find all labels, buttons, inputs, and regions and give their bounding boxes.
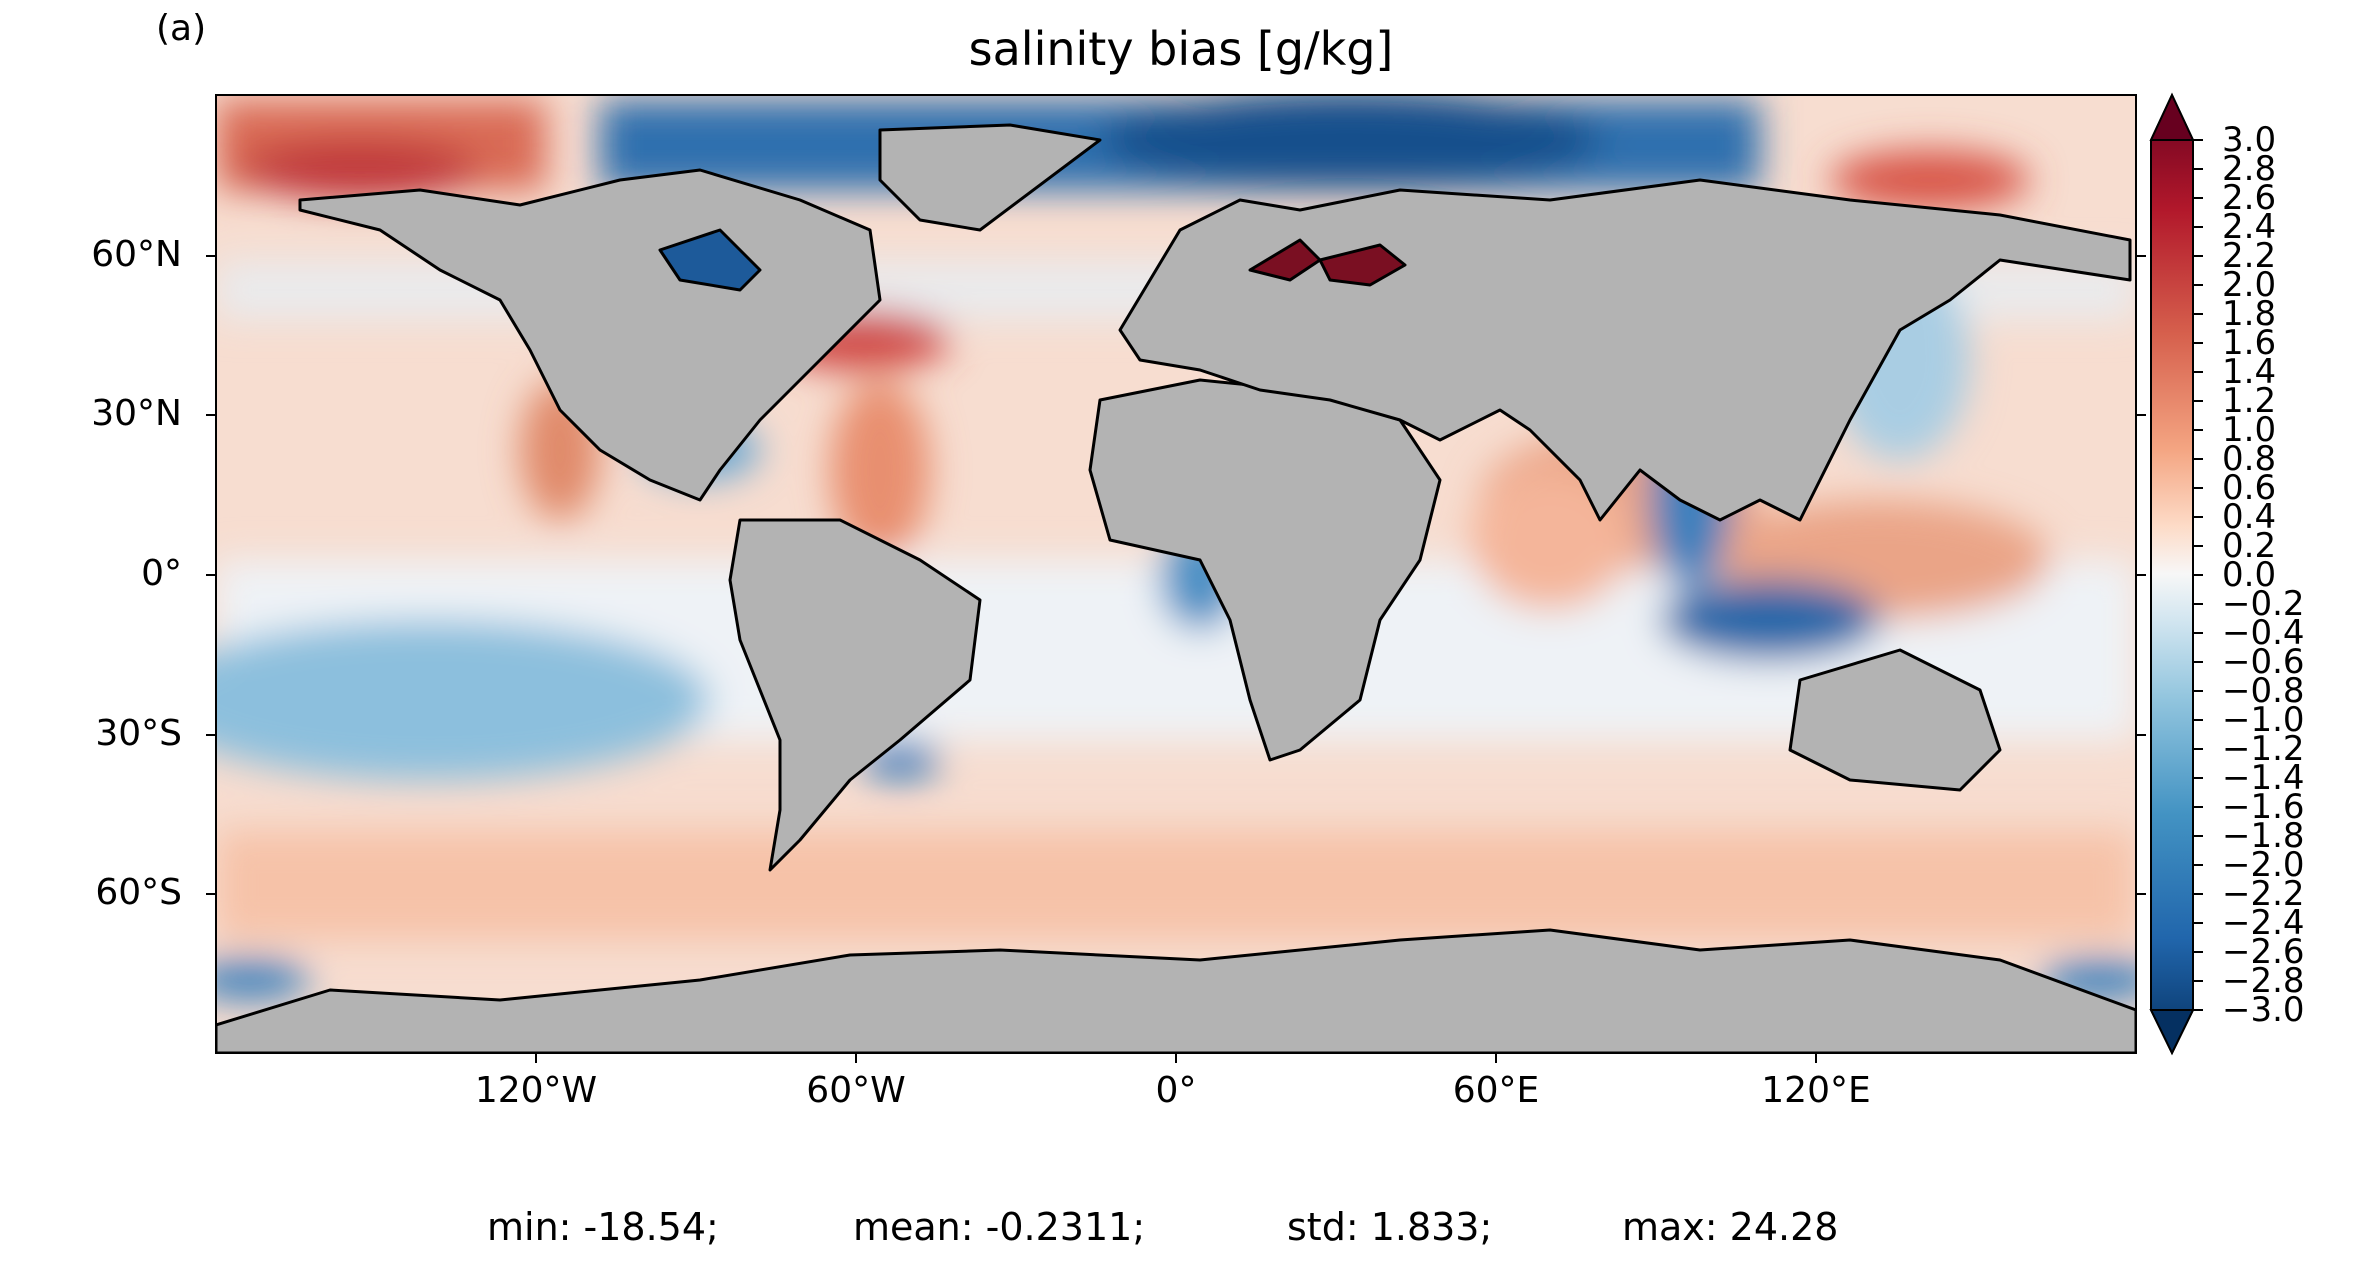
- colorbar-tick-label: 1.4: [2222, 352, 2277, 392]
- colorbar: [2149, 92, 2203, 1056]
- colorbar-tick-label: −2.6: [2222, 932, 2305, 972]
- x-tick-label: 120°E: [1761, 1070, 1871, 1111]
- x-tick-label: 120°W: [474, 1070, 598, 1111]
- y-tick-label: 60°N: [91, 234, 182, 275]
- colorbar-tick-label: 3.0: [2222, 120, 2277, 160]
- colorbar-tick-label: 0.6: [2222, 468, 2277, 508]
- y-tick-label: 30°S: [95, 713, 182, 754]
- colorbar-tick-label: −1.8: [2222, 816, 2305, 856]
- y-tick-marks: [206, 255, 2146, 895]
- colorbar-tick-label: 2.0: [2222, 265, 2277, 305]
- y-tick-label: 60°S: [95, 872, 182, 913]
- colorbar-tick-label: −0.8: [2222, 671, 2305, 711]
- colorbar-tick-label: −2.0: [2222, 845, 2305, 885]
- y-tick-label: 30°N: [91, 393, 182, 434]
- colorbar-tick-label: −0.4: [2222, 613, 2305, 653]
- map-title: salinity bias [g/kg]: [968, 22, 1394, 76]
- colorbar-tick-label: 1.8: [2222, 294, 2277, 334]
- colorbar-tick-label: −1.2: [2222, 729, 2305, 769]
- colorbar-tick-label: 1.6: [2222, 323, 2277, 363]
- colorbar-tick-label: 2.8: [2222, 149, 2277, 189]
- panel-label: (a): [156, 8, 207, 49]
- colorbar-tick-label: 0.4: [2222, 497, 2277, 537]
- colorbar-tick-label: 0.8: [2222, 439, 2277, 479]
- colorbar-tick-label: 0.2: [2222, 526, 2277, 566]
- colorbar-tick-label: 2.6: [2222, 178, 2277, 218]
- x-tick-marks: [535, 1053, 1817, 1063]
- colorbar-tick-label: 2.2: [2222, 236, 2277, 276]
- colorbar-tick-label: −0.6: [2222, 642, 2305, 682]
- stat-max: max: 24.28: [1622, 1205, 1839, 1249]
- x-tick-label: 60°E: [1452, 1070, 1540, 1111]
- x-tick-label: 60°W: [806, 1070, 906, 1111]
- stat-min: min: -18.54;: [487, 1205, 719, 1249]
- ocean-field: [216, 95, 2136, 1053]
- colorbar-tick-label: −2.4: [2222, 903, 2305, 943]
- colorbar-tick-label: 1.0: [2222, 410, 2277, 450]
- y-tick-label: 0°: [141, 553, 182, 594]
- colorbar-tick-label: 1.2: [2222, 381, 2277, 421]
- stat-mean: mean: -0.2311;: [853, 1205, 1146, 1249]
- colorbar-tick-label: −2.8: [2222, 961, 2305, 1001]
- colorbar-tick-label: −1.6: [2222, 787, 2305, 827]
- colorbar-tick-label: 0.0: [2222, 555, 2277, 595]
- colorbar-tick-label: −3.0: [2222, 990, 2305, 1030]
- stat-std: std: 1.833;: [1287, 1205, 1493, 1249]
- colorbar-tick-label: −0.2: [2222, 584, 2305, 624]
- colorbar-tick-label: −2.2: [2222, 874, 2305, 914]
- colorbar-tick-label: 2.4: [2222, 207, 2277, 247]
- x-tick-label: 0°: [1155, 1070, 1197, 1111]
- colorbar-tick-label: −1.0: [2222, 700, 2305, 740]
- colorbar-tick-label: −1.4: [2222, 758, 2305, 798]
